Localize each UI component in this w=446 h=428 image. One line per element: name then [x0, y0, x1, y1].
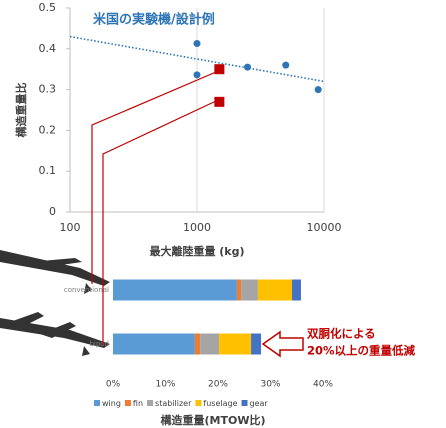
trend-line: [69, 35, 325, 83]
legend-label: wing: [102, 399, 121, 408]
bar-segment: [257, 279, 293, 301]
charts: 100 1000 10000 0 0.1 0.2 0.3 0.4 0.5 最大離陸重量 (kg) 構…: [14, 1, 416, 427]
x-tick-label: 0%: [106, 380, 121, 390]
bar-segment: [200, 333, 220, 355]
x-tick-label: 1000: [183, 221, 211, 234]
arrow: [261, 330, 304, 358]
bar-segment: [292, 279, 301, 301]
point: [214, 64, 225, 75]
legend-swatch: [94, 400, 100, 406]
y-tick-label: 0.5: [39, 1, 57, 14]
x-axis-title: 最大離陸重量 (kg): [149, 244, 244, 258]
category-label: conventional: [64, 286, 109, 294]
bar-segment: [241, 279, 258, 301]
bar-segment: [219, 333, 252, 355]
y-tick-label: 0.3: [39, 83, 57, 96]
bar-segment: [251, 333, 262, 355]
x-tick-label: 10000: [307, 221, 342, 234]
aircraft-conventional: [0, 250, 110, 294]
point: [282, 61, 290, 69]
y-tick-label: 0.4: [39, 42, 57, 55]
x-axis-title: 構造重量(MTOW比): [161, 413, 266, 427]
annotation: 20%以上の重量低減: [307, 344, 416, 358]
connector-line: [91, 71, 217, 284]
point: [193, 39, 201, 47]
point: [193, 71, 201, 79]
x-tick-label: 40%: [313, 380, 333, 390]
annotation: 双胴化による: [306, 327, 376, 341]
y-tick-label: 0: [49, 205, 56, 218]
legend-label: stabilizer: [155, 399, 192, 408]
category-label: bipod: [89, 340, 109, 348]
bar-segment: [236, 279, 242, 301]
x-tick-label: 10%: [155, 380, 175, 390]
y-tick-label: 0.1: [39, 164, 57, 177]
legend-swatch: [195, 400, 202, 406]
y-tick-label: 0.2: [39, 123, 57, 136]
legend-label: gear: [250, 399, 269, 408]
legend-swatch: [147, 400, 154, 406]
legend-label: fuselage: [203, 399, 237, 408]
x-tick-label: 100: [60, 221, 81, 234]
x-tick-label: 20%: [208, 380, 228, 390]
bar-segment: [113, 279, 237, 301]
legend-swatch: [124, 400, 131, 406]
point: [214, 96, 225, 107]
legend-swatch: [241, 400, 248, 406]
y-axis-title: 構造重量比: [14, 83, 28, 138]
chart-title: 米国の実験機/設計例: [93, 12, 215, 28]
x-tick-label: 30%: [260, 380, 280, 390]
bar-segment: [194, 333, 201, 355]
point: [314, 86, 322, 94]
aircraft-bipod: [0, 312, 110, 356]
connector-line: [102, 100, 217, 345]
point: [244, 63, 252, 71]
bar-segment: [113, 333, 195, 355]
legend-label: fin: [133, 399, 143, 408]
